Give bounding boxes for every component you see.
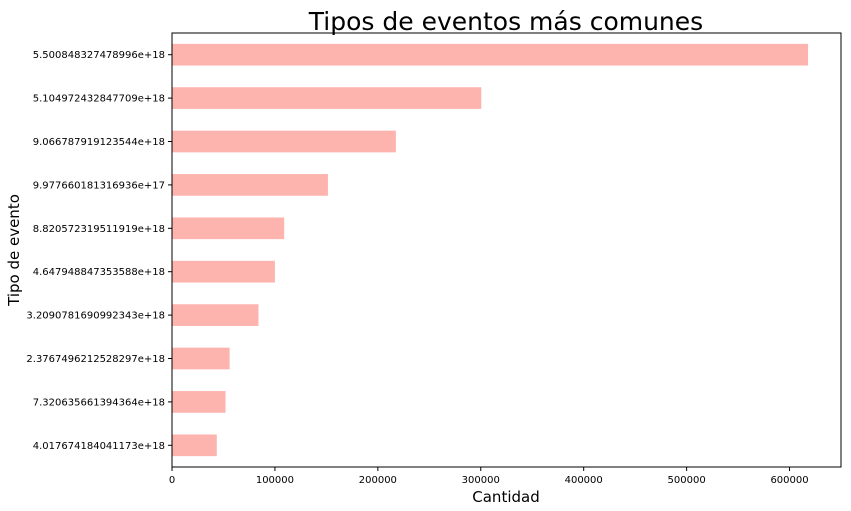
bar-5 [172, 260, 275, 283]
y-axis-label: Tipo de evento [5, 194, 23, 307]
x-tick-label: 100000 [256, 475, 294, 486]
bar-7 [172, 347, 230, 370]
bar-8 [172, 391, 226, 413]
x-tick-labels: 0 100000 200000 300000 400000 500000 600000 [169, 467, 809, 486]
x-tick-label: 200000 [359, 475, 397, 486]
y-tick-label: 9.066787919123544e+18 [33, 137, 165, 148]
bar-4 [172, 217, 285, 240]
bar-1 [172, 87, 482, 109]
y-tick-label: 2.3767496212528297e+18 [26, 354, 165, 365]
x-tick-label: 600000 [770, 475, 808, 486]
bar-3 [172, 174, 328, 196]
y-tick-labels: 5.500848327478996e+18 5.104972432847709e+… [26, 50, 172, 452]
y-tick-label: 5.500848327478996e+18 [33, 50, 165, 61]
y-tick-label: 4.017674184041173e+18 [33, 441, 165, 452]
y-tick-label: 4.647948847353588e+18 [33, 267, 165, 278]
bar-2 [172, 130, 396, 153]
bars-group [172, 43, 809, 457]
x-tick-label: 400000 [565, 475, 603, 486]
y-tick-label: 3.2090781690992343e+18 [26, 311, 165, 322]
x-tick-label: 500000 [668, 475, 706, 486]
chart-title: Tipos de eventos más comunes [308, 7, 703, 36]
x-tick-label: 0 [169, 475, 175, 486]
bar-9 [172, 434, 217, 457]
bar-0 [172, 43, 809, 66]
y-tick-label: 9.977660181316936e+17 [33, 180, 165, 191]
y-tick-label: 7.320635661394364e+18 [33, 397, 165, 408]
bar-6 [172, 304, 259, 326]
y-tick-label: 5.104972432847709e+18 [33, 94, 165, 105]
y-tick-label: 8.820572319511919e+18 [33, 224, 165, 235]
x-tick-label: 300000 [462, 475, 500, 486]
x-axis-label: Cantidad [472, 488, 539, 506]
plot-frame [171, 32, 842, 468]
